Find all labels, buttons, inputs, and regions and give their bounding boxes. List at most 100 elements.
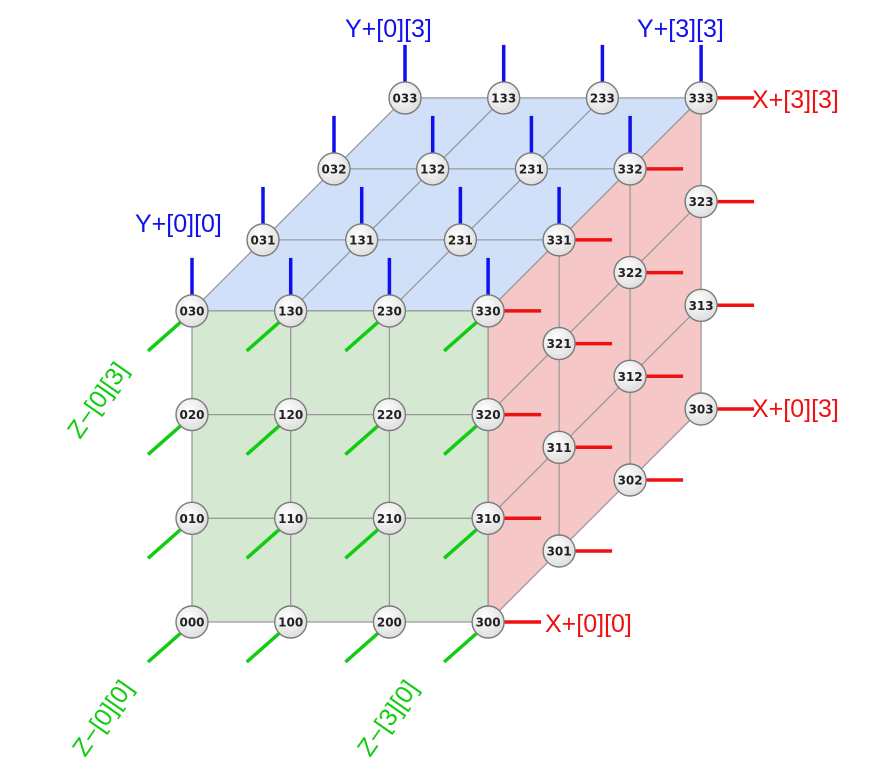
node-323: 323 xyxy=(684,184,718,219)
node-label: 313 xyxy=(689,299,714,313)
z-link-stub xyxy=(344,526,381,560)
node-303: 303 xyxy=(684,392,718,426)
front-face xyxy=(192,310,489,622)
node-131: 131 xyxy=(345,223,379,257)
node-label: 220 xyxy=(377,408,402,422)
z-link-stub xyxy=(245,319,282,353)
node-label: 133 xyxy=(491,91,516,105)
node-label: 303 xyxy=(689,403,714,417)
node-label: 312 xyxy=(618,370,643,384)
node-label: 321 xyxy=(547,337,572,351)
node-010: 010 xyxy=(175,501,209,535)
node-label: 301 xyxy=(547,545,572,559)
z-link-stub xyxy=(442,526,480,560)
wraparound-links xyxy=(146,44,755,664)
z-link-stub xyxy=(344,423,381,456)
node-label: 333 xyxy=(689,91,714,105)
node-label: 200 xyxy=(377,616,402,630)
grid-line xyxy=(290,97,505,312)
node-310: 310 xyxy=(471,501,505,535)
node-label: 320 xyxy=(476,408,501,422)
top-face xyxy=(192,97,702,311)
side-face xyxy=(488,97,702,622)
node-033: 033 xyxy=(388,81,422,115)
node-031: 031 xyxy=(246,223,280,257)
node-label: 231 xyxy=(519,162,544,176)
node-330: 330 xyxy=(471,294,505,328)
node-label: 130 xyxy=(278,304,303,318)
cube-faces xyxy=(192,97,702,622)
node-label: 322 xyxy=(618,266,643,280)
grid-line xyxy=(191,97,406,312)
node-120: 120 xyxy=(274,397,308,432)
node-210: 210 xyxy=(372,501,407,535)
z-link-stub xyxy=(245,423,282,456)
node-label: 302 xyxy=(618,474,643,488)
z-link-stub xyxy=(146,630,184,664)
node-322: 322 xyxy=(613,255,647,290)
node-label: 131 xyxy=(349,233,374,247)
z-link-stub xyxy=(245,526,282,560)
node-032: 032 xyxy=(317,152,351,186)
node-label: 031 xyxy=(250,233,275,247)
cube-grid-lines xyxy=(191,97,702,623)
node-label: 310 xyxy=(476,512,501,526)
node-030: 030 xyxy=(175,294,209,328)
node-133: 133 xyxy=(487,81,521,115)
node-020: 020 xyxy=(175,397,209,432)
node-label: 311 xyxy=(547,441,572,455)
node-302: 302 xyxy=(613,463,647,497)
grid-line xyxy=(388,97,603,312)
node-label: 331 xyxy=(547,233,572,247)
z-link-stub xyxy=(344,630,381,664)
grid-line xyxy=(487,97,702,312)
node-231: 231 xyxy=(443,223,478,257)
z-link-stub xyxy=(146,526,184,560)
node-220: 220 xyxy=(372,397,407,432)
node-312: 312 xyxy=(613,359,647,393)
node-301: 301 xyxy=(542,534,576,568)
node-100: 100 xyxy=(274,605,308,639)
label-x-0-0: X+[0][0] xyxy=(545,610,632,638)
node-320: 320 xyxy=(471,397,505,432)
node-label: 332 xyxy=(618,162,643,176)
node-label: 110 xyxy=(278,512,303,526)
node-label: 330 xyxy=(476,304,501,318)
node-label: 020 xyxy=(179,408,204,422)
node-130: 130 xyxy=(274,294,308,328)
z-link-stub xyxy=(442,423,480,456)
node-333: 333 xyxy=(684,81,718,115)
label-y-0-0: Y+[0][0] xyxy=(135,210,222,238)
grid-line xyxy=(487,304,702,519)
label-x-0-3: X+[0][3] xyxy=(752,395,839,423)
z-link-stub xyxy=(442,630,480,664)
node-label: 032 xyxy=(321,162,346,176)
label-y-0-3: Y+[0][3] xyxy=(345,15,432,43)
node-313: 313 xyxy=(684,288,718,322)
node-233: 233 xyxy=(585,81,620,115)
node-label: 030 xyxy=(179,304,204,318)
z-link-stub xyxy=(146,319,184,353)
z-link-stub xyxy=(344,319,381,353)
node-311: 311 xyxy=(542,430,576,464)
z-link-stub xyxy=(245,630,282,664)
node-label: 100 xyxy=(278,616,303,630)
label-x-3-3: X+[3][3] xyxy=(752,86,839,114)
label-z-0-3: Z−[0][3] xyxy=(62,357,134,443)
node-110: 110 xyxy=(274,501,308,535)
node-label: 120 xyxy=(278,408,303,422)
node-label: 233 xyxy=(590,91,615,105)
node-232: 231 xyxy=(514,152,549,186)
node-label: 231 xyxy=(448,233,473,247)
node-331: 331 xyxy=(542,223,576,257)
node-label: 132 xyxy=(420,162,445,176)
node-200: 200 xyxy=(372,605,407,639)
grid-line xyxy=(487,201,702,416)
node-332: 332 xyxy=(613,152,647,186)
node-230: 230 xyxy=(372,294,407,328)
node-132: 132 xyxy=(416,152,450,186)
label-y-3-3: Y+[3][3] xyxy=(637,15,724,43)
node-label: 230 xyxy=(377,304,402,318)
node-label: 210 xyxy=(377,512,402,526)
